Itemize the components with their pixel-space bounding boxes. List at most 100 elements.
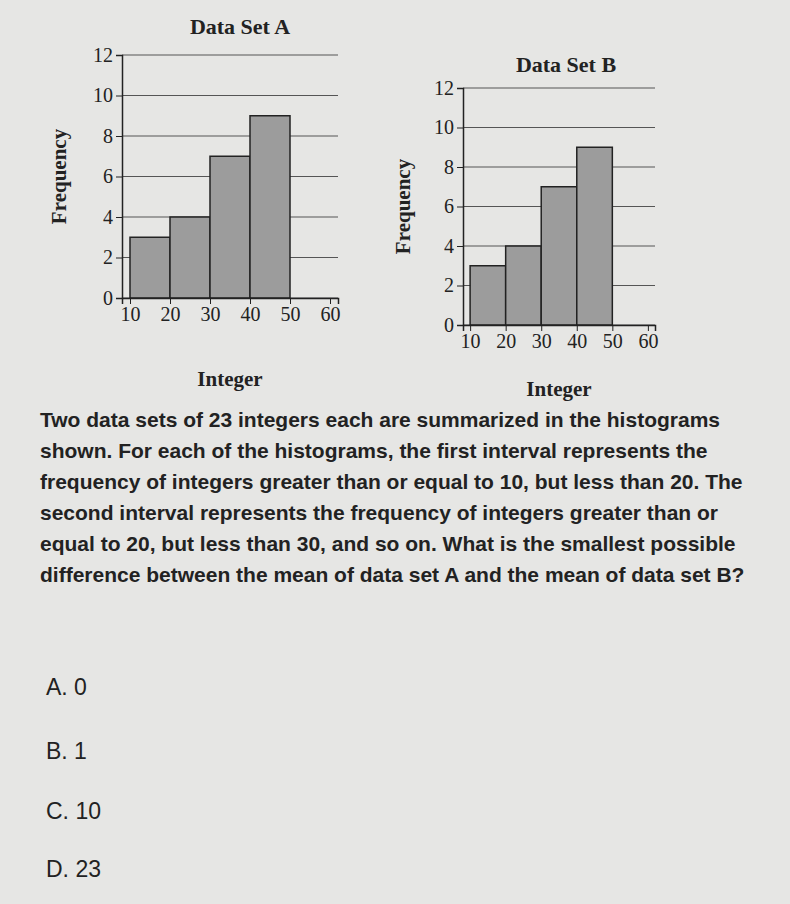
y-tick: 12 bbox=[93, 44, 122, 66]
chart-title: Data Set A bbox=[190, 14, 290, 39]
x-tick: 20 bbox=[496, 325, 516, 352]
y-tick-mark bbox=[457, 88, 463, 89]
y-tick: 6 bbox=[103, 165, 122, 187]
x-tick: 10 bbox=[461, 325, 481, 352]
histogram-1: 10 20 30 40 50 60 0 2 4 6 8 10 12 Data Set B Integer Fr… bbox=[391, 52, 658, 401]
y-tick-label: 6 bbox=[444, 195, 454, 217]
x-tick-label: 60 bbox=[638, 330, 658, 352]
y-tick-label: 2 bbox=[103, 246, 113, 268]
y-tick: 2 bbox=[444, 274, 463, 296]
y-tick: 10 bbox=[434, 116, 463, 138]
x-axis: 10 20 30 40 50 60 bbox=[461, 325, 659, 352]
y-tick-mark bbox=[457, 128, 463, 129]
y-tick-label: 0 bbox=[444, 314, 454, 336]
x-tick-label: 50 bbox=[281, 303, 301, 325]
y-tick-mark bbox=[457, 325, 463, 326]
grid-line bbox=[463, 166, 655, 167]
y-tick-mark bbox=[116, 258, 122, 259]
y-tick: 4 bbox=[103, 206, 122, 228]
chart-title: Data Set B bbox=[516, 52, 617, 77]
y-tick-mark bbox=[116, 298, 122, 299]
y-tick-mark bbox=[116, 96, 122, 97]
y-tick-label: 10 bbox=[434, 116, 454, 138]
x-tick: 60 bbox=[321, 298, 341, 325]
y-tick: 6 bbox=[444, 195, 463, 217]
grid-line bbox=[463, 87, 655, 88]
y-axis-title: Frequency bbox=[47, 128, 71, 224]
y-tick-label: 6 bbox=[103, 165, 113, 187]
question-text: Two data sets of 23 integers each are su… bbox=[40, 404, 775, 590]
histogram-0: 10 20 30 40 50 60 0 2 4 6 8 10 12 Data Set A Integer Fr… bbox=[47, 14, 341, 391]
x-axis: 10 20 30 40 50 60 bbox=[121, 298, 341, 325]
y-tick: 12 bbox=[434, 77, 463, 99]
y-axis-line bbox=[457, 89, 464, 326]
y-tick: 8 bbox=[103, 125, 122, 147]
y-tick-mark bbox=[116, 136, 122, 137]
bar bbox=[577, 147, 613, 325]
bar bbox=[541, 187, 577, 325]
x-tick: 10 bbox=[121, 298, 141, 325]
y-tick-label: 8 bbox=[103, 125, 113, 147]
grid-line bbox=[122, 135, 338, 136]
y-tick-mark bbox=[457, 286, 463, 287]
y-axis-title: Frequency bbox=[391, 158, 415, 254]
y-tick-mark bbox=[457, 167, 463, 168]
x-tick: 50 bbox=[603, 325, 623, 352]
bar bbox=[210, 156, 250, 298]
x-tick: 30 bbox=[532, 325, 552, 352]
bar bbox=[250, 116, 290, 298]
x-tick: 50 bbox=[281, 298, 301, 325]
y-tick: 4 bbox=[444, 235, 463, 257]
bar bbox=[130, 237, 170, 298]
y-axis: 0 2 4 6 8 10 12 bbox=[93, 44, 123, 309]
x-tick-label: 10 bbox=[461, 330, 481, 352]
x-tick-label: 40 bbox=[567, 330, 587, 352]
y-axis: 0 2 4 6 8 10 12 bbox=[434, 77, 464, 336]
y-tick-mark bbox=[457, 246, 463, 247]
x-tick: 30 bbox=[201, 298, 221, 325]
bar bbox=[170, 217, 210, 298]
grid-line bbox=[122, 54, 338, 55]
bars bbox=[470, 147, 612, 325]
x-tick: 20 bbox=[161, 298, 181, 325]
x-tick-label: 40 bbox=[241, 303, 261, 325]
y-tick-label: 2 bbox=[444, 274, 454, 296]
y-tick: 0 bbox=[103, 287, 122, 309]
y-tick-mark bbox=[116, 177, 122, 178]
y-axis-line bbox=[116, 56, 123, 299]
answer-option[interactable]: C. 10 bbox=[46, 798, 101, 825]
answer-option[interactable]: D. 23 bbox=[46, 856, 101, 883]
x-tick-label: 50 bbox=[603, 330, 623, 352]
x-axis-line bbox=[123, 299, 339, 305]
y-tick-label: 10 bbox=[93, 84, 113, 106]
x-tick-label: 30 bbox=[532, 330, 552, 352]
x-axis-title: Integer bbox=[197, 367, 262, 391]
grid bbox=[122, 55, 338, 298]
y-tick-label: 8 bbox=[444, 156, 454, 178]
y-tick: 0 bbox=[444, 314, 463, 336]
x-tick-label: 60 bbox=[321, 303, 341, 325]
y-tick-mark bbox=[116, 55, 122, 56]
y-tick: 8 bbox=[444, 156, 463, 178]
x-tick: 40 bbox=[241, 298, 261, 325]
grid-line bbox=[463, 127, 655, 128]
y-tick-label: 12 bbox=[93, 44, 113, 66]
x-axis-title: Integer bbox=[526, 377, 591, 401]
x-axis-line bbox=[464, 326, 656, 332]
y-tick: 2 bbox=[103, 246, 122, 268]
x-tick-label: 10 bbox=[121, 303, 141, 325]
y-tick-label: 4 bbox=[103, 206, 113, 228]
y-tick-mark bbox=[457, 207, 463, 208]
y-tick-label: 0 bbox=[103, 287, 113, 309]
y-tick-label: 4 bbox=[444, 235, 454, 257]
x-tick-label: 20 bbox=[496, 330, 516, 352]
x-tick-label: 30 bbox=[201, 303, 221, 325]
x-tick: 40 bbox=[567, 325, 587, 352]
answer-option[interactable]: B. 1 bbox=[46, 738, 87, 765]
x-tick: 60 bbox=[638, 325, 658, 352]
answer-option[interactable]: A. 0 bbox=[46, 674, 87, 701]
bars bbox=[130, 116, 290, 298]
y-tick: 10 bbox=[93, 84, 122, 106]
y-tick-mark bbox=[116, 217, 122, 218]
x-tick-label: 20 bbox=[161, 303, 181, 325]
